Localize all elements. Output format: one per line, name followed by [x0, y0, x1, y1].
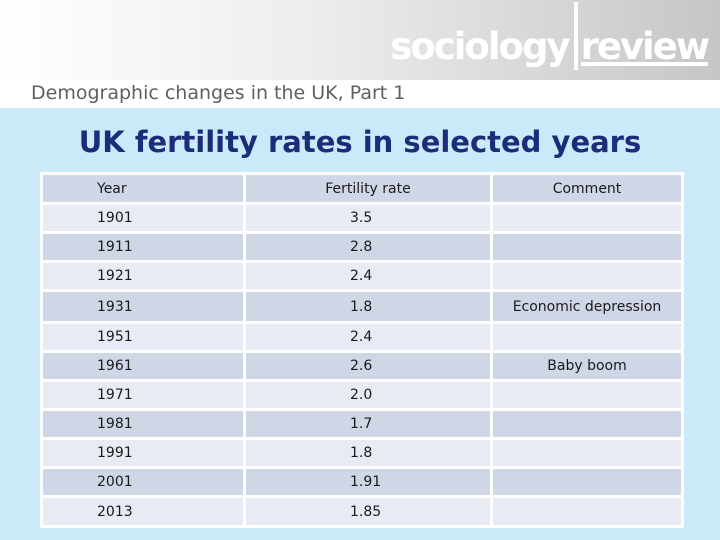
- cell-rate: 1.8: [243, 289, 493, 324]
- cell-year: 1971: [40, 379, 246, 411]
- table-row: 1981 1.7: [40, 408, 684, 440]
- cell-rate: 3.5: [243, 202, 493, 234]
- cell-rate: 2.8: [243, 231, 493, 263]
- cell-rate: 1.91: [243, 466, 493, 498]
- cell-comment: [490, 466, 684, 498]
- cell-year: 1951: [40, 321, 246, 353]
- cell-year: 1911: [40, 231, 246, 263]
- cell-comment: [490, 202, 684, 234]
- cell-comment: Economic depression: [490, 289, 684, 324]
- fertility-table: Year Fertility rate Comment 1901 3.5 191…: [40, 172, 684, 528]
- cell-rate: 2.4: [243, 260, 493, 292]
- header-fertility-rate: Fertility rate: [243, 172, 493, 205]
- cell-comment: Baby boom: [490, 350, 684, 382]
- table-row: 1921 2.4: [40, 260, 684, 292]
- logo-text-review: review: [580, 25, 710, 68]
- table-row: 1961 2.6 Baby boom: [40, 350, 684, 382]
- slide-subtitle: Demographic changes in the UK, Part 1: [31, 82, 406, 104]
- cell-year: 1901: [40, 202, 246, 234]
- cell-rate: 1.7: [243, 408, 493, 440]
- cell-year: 1981: [40, 408, 246, 440]
- sociology-review-logo: sociology review: [390, 2, 710, 70]
- cell-rate: 2.4: [243, 321, 493, 353]
- cell-year: 1921: [40, 260, 246, 292]
- table-row: 1931 1.8 Economic depression: [40, 289, 684, 324]
- cell-comment: [490, 495, 684, 528]
- slide-title: UK fertility rates in selected years: [78, 125, 642, 159]
- table-header-row: Year Fertility rate Comment: [40, 172, 684, 205]
- subtitle-band: [0, 80, 720, 110]
- header-comment: Comment: [490, 172, 684, 205]
- logo-text-sociology: sociology: [390, 25, 570, 68]
- cell-year: 2013: [40, 495, 246, 528]
- table-row: 1901 3.5: [40, 202, 684, 234]
- cell-rate: 1.8: [243, 437, 493, 469]
- cell-rate: 2.6: [243, 350, 493, 382]
- cell-year: 1991: [40, 437, 246, 469]
- cell-year: 1931: [40, 289, 246, 324]
- table-body: 1901 3.5 1911 2.8 1921 2.4 1931 1.8 Econ…: [40, 202, 684, 528]
- cell-comment: [490, 260, 684, 292]
- table-row: 2013 1.85: [40, 495, 684, 528]
- header-banner: sociology review: [0, 0, 720, 80]
- cell-year: 2001: [40, 466, 246, 498]
- cell-comment: [490, 408, 684, 440]
- cell-rate: 2.0: [243, 379, 493, 411]
- cell-comment: [490, 231, 684, 263]
- header-year: Year: [40, 172, 246, 205]
- header-divider: [0, 108, 720, 112]
- cell-comment: [490, 321, 684, 353]
- cell-rate: 1.85: [243, 495, 493, 528]
- table-row: 2001 1.91: [40, 466, 684, 498]
- cell-comment: [490, 379, 684, 411]
- table-row: 1991 1.8: [40, 437, 684, 469]
- cell-comment: [490, 437, 684, 469]
- cell-year: 1961: [40, 350, 246, 382]
- logo-divider-bar: [573, 2, 578, 70]
- table-row: 1951 2.4: [40, 321, 684, 353]
- table-row: 1971 2.0: [40, 379, 684, 411]
- table-row: 1911 2.8: [40, 231, 684, 263]
